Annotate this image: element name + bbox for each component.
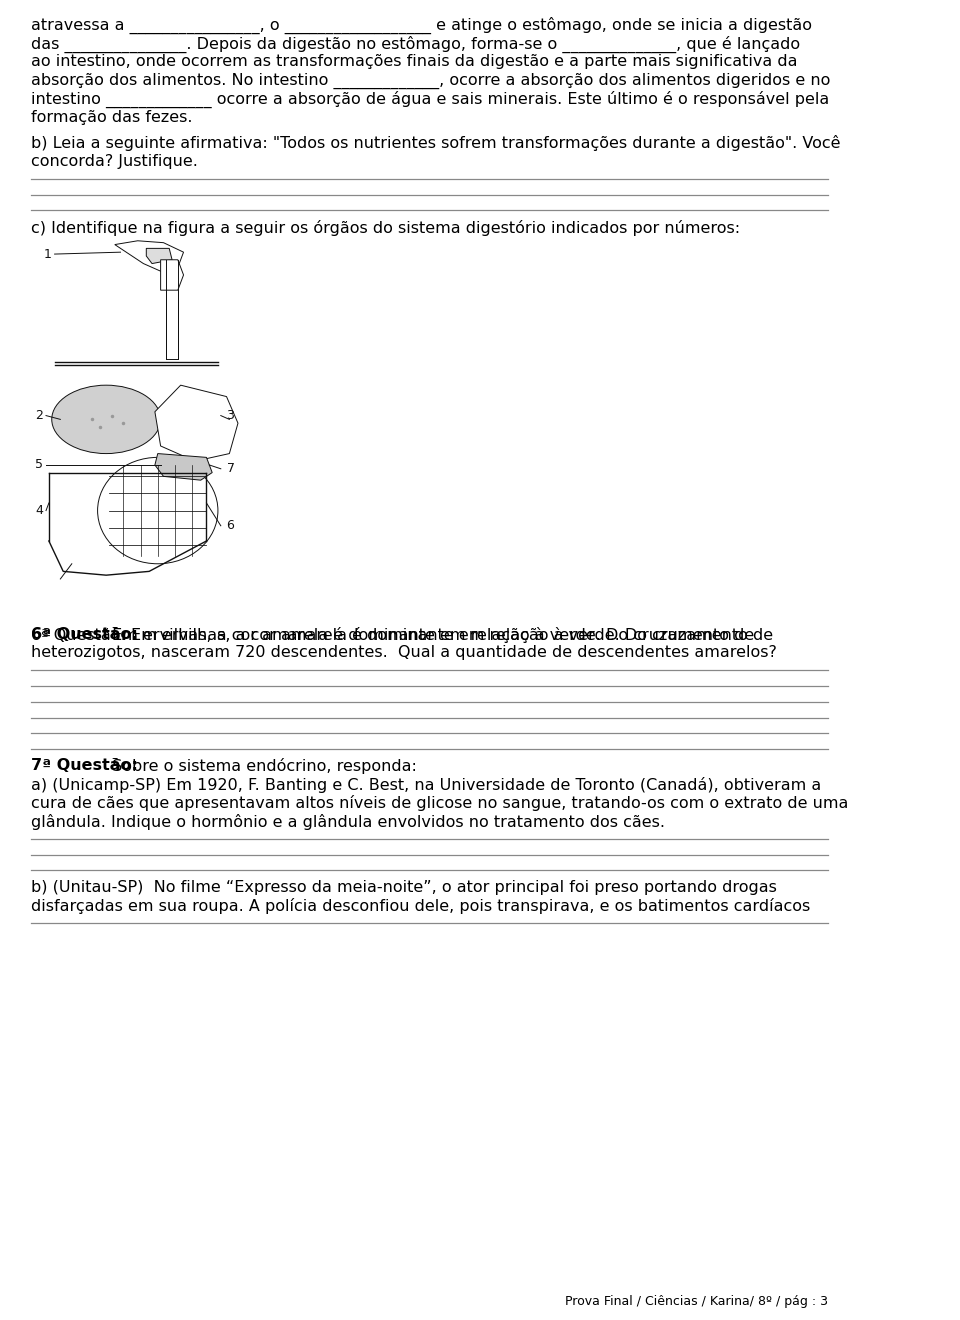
Text: Prova Final / Ciências / Karina/ 8º / pág : 3: Prova Final / Ciências / Karina/ 8º / pá… [565,1295,828,1308]
Text: 6ª Questão: Em ervilhas, a cor amarela é dominante em relação à verde. Do cruzam: 6ª Questão: Em ervilhas, a cor amarela é… [32,627,774,643]
Text: disfarçadas em sua roupa. A polícia desconfiou dele, pois transpirava, e os bati: disfarçadas em sua roupa. A polícia desc… [32,898,810,913]
Polygon shape [160,260,183,290]
Text: heterozigotos, nasceram 720 descendentes.  Qual a quantidade de descendentes ama: heterozigotos, nasceram 720 descendentes… [32,645,778,660]
Polygon shape [155,454,212,480]
Text: cura de cães que apresentavam altos níveis de glicose no sangue, tratando-os com: cura de cães que apresentavam altos níve… [32,796,849,812]
Ellipse shape [52,385,160,454]
Text: ao intestino, onde ocorrem as transformações finais da digestão e a parte mais s: ao intestino, onde ocorrem as transforma… [32,54,798,69]
Ellipse shape [98,457,218,564]
Text: 6: 6 [227,519,234,532]
Text: absorção dos alimentos. No intestino _____________, ocorre a absorção dos alimen: absorção dos alimentos. No intestino ___… [32,73,830,88]
Polygon shape [166,260,178,359]
Text: c) Identifique na figura a seguir os órgãos do sistema digestório indicados por : c) Identifique na figura a seguir os órg… [32,219,740,235]
Polygon shape [115,240,183,271]
Text: concorda? Justifique.: concorda? Justifique. [32,154,198,169]
Text: b) Leia a seguinte afirmativa: "Todos os nutrientes sofrem transformações durant: b) Leia a seguinte afirmativa: "Todos os… [32,136,841,152]
Text: 1: 1 [44,248,52,260]
Text: a) (Unicamp-SP) Em 1920, F. Banting e C. Best, na Universidade de Toronto (Canad: a) (Unicamp-SP) Em 1920, F. Banting e C.… [32,777,822,793]
Text: 7: 7 [227,462,234,475]
Polygon shape [155,385,238,461]
Text: 6ª Questão:: 6ª Questão: [32,627,138,642]
Text: atravessa a ________________, o __________________ e atinge o estômago, onde se : atravessa a ________________, o ________… [32,17,812,34]
Text: glândula. Indique o hormônio e a glândula envolvidos no tratamento dos cães.: glândula. Indique o hormônio e a glândul… [32,814,665,830]
Text: 7ª Questão:: 7ª Questão: [32,758,138,774]
Text: b) (Unitau-SP)  No filme “Expresso da meia-noite”, o ator principal foi preso po: b) (Unitau-SP) No filme “Expresso da mei… [32,879,778,895]
Text: das _______________. Depois da digestão no estômago, forma-se o ______________, : das _______________. Depois da digestão … [32,36,801,53]
Text: Sobre o sistema endócrino, responda:: Sobre o sistema endócrino, responda: [108,758,418,775]
Text: 3: 3 [227,409,234,422]
Text: Em ervilhas, a cor amarela é dominante em relação à verde. Do cruzamento de: Em ervilhas, a cor amarela é dominante e… [108,627,755,643]
Text: 5: 5 [36,458,43,471]
Text: formação das fezes.: formação das fezes. [32,110,193,124]
Text: intestino _____________ ocorre a absorção de água e sais minerais. Este último é: intestino _____________ ocorre a absorçã… [32,91,829,108]
Polygon shape [146,248,172,264]
Text: 4: 4 [36,504,43,517]
Text: 2: 2 [36,409,43,422]
